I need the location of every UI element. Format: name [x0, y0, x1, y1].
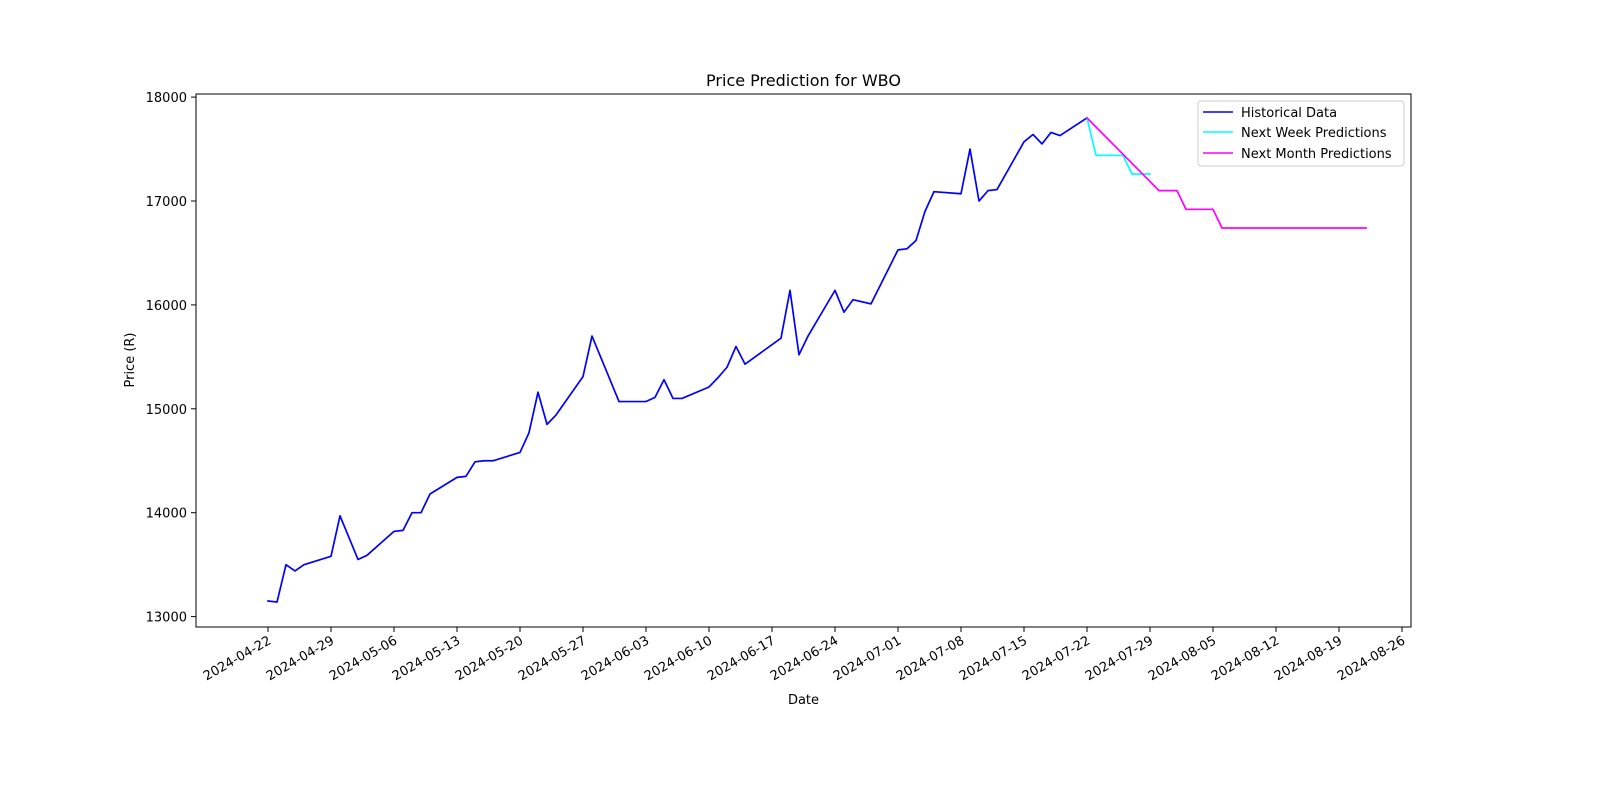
y-tick-label: 16000	[146, 299, 187, 314]
y-tick-label: 15000	[146, 403, 187, 418]
legend-box	[1197, 100, 1405, 167]
y-axis-ticks: 13000 14000 15000 16000 17000 18000	[146, 91, 196, 626]
y-tick-label: 13000	[146, 611, 187, 626]
legend-label-next-month: Next Month Predictions	[1241, 147, 1392, 162]
next-week-predictions-line	[1085, 116, 1151, 175]
y-tick-label: 17000	[146, 195, 187, 210]
next-month-predictions-line	[1085, 116, 1367, 229]
series-layer	[267, 116, 1367, 603]
y-tick-label: 18000	[146, 91, 187, 106]
legend-label-historical: Historical Data	[1241, 106, 1337, 121]
plot-frame	[195, 93, 1412, 628]
y-axis-title: Price (R)	[123, 332, 138, 387]
y-tick-label: 14000	[146, 507, 187, 522]
historical-data-line	[267, 116, 1089, 603]
x-axis-title: Date	[788, 693, 819, 708]
legend: Historical Data Next Week Predictions Ne…	[1197, 100, 1405, 167]
chart-title: Price Prediction for WBO	[706, 71, 901, 90]
legend-label-next-week: Next Week Predictions	[1241, 126, 1387, 141]
